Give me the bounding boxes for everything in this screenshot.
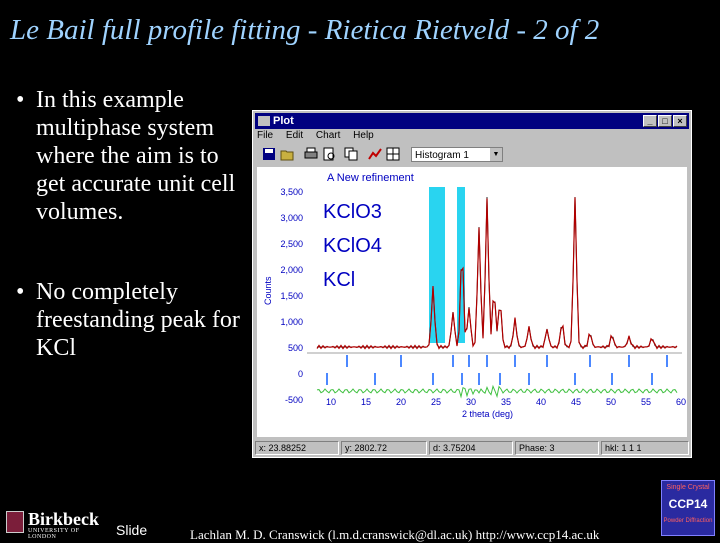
highlight-band bbox=[457, 187, 465, 343]
logo-name: Birkbeck bbox=[28, 509, 100, 529]
menu-edit[interactable]: Edit bbox=[285, 130, 304, 141]
menu-help[interactable]: Help bbox=[353, 130, 374, 141]
x-axis-label: 2 theta (deg) bbox=[462, 409, 513, 419]
x-tick-label: 35 bbox=[501, 397, 511, 407]
menu-file[interactable]: File bbox=[257, 130, 274, 141]
slide-title: Le Bail full profile fitting - Rietica R… bbox=[10, 14, 600, 46]
bullet-list: • In this example multiphase system wher… bbox=[14, 86, 246, 362]
x-tick-label: 45 bbox=[571, 397, 581, 407]
open-icon[interactable] bbox=[279, 147, 295, 163]
status-d: d: 3.75204 bbox=[429, 441, 513, 455]
chevron-down-icon[interactable]: ▼ bbox=[490, 148, 502, 161]
refinement-label: A New refinement bbox=[327, 172, 414, 184]
x-tick-label: 15 bbox=[361, 397, 371, 407]
y-tick-label: 2,500 bbox=[280, 239, 303, 249]
save-icon[interactable] bbox=[261, 147, 277, 163]
status-x: x: 23.88252 bbox=[255, 441, 339, 455]
footer-credit: Lachlan M. D. Cranswick (l.m.d.cranswick… bbox=[190, 527, 600, 542]
birkbeck-logo: Birkbeck UNIVERSITY OF LONDON bbox=[6, 509, 106, 540]
y-tick-label: 3,000 bbox=[280, 213, 303, 223]
bullet-glyph: • bbox=[16, 87, 25, 113]
badge-main: CCP14 bbox=[668, 497, 708, 511]
grid-icon[interactable] bbox=[385, 147, 401, 163]
minimize-button[interactable]: _ bbox=[643, 115, 657, 127]
observed-curve bbox=[316, 197, 678, 350]
window-titlebar[interactable]: Plot _ □ × bbox=[255, 113, 689, 129]
slide-label: Slide bbox=[116, 522, 148, 538]
highlight-band bbox=[429, 187, 445, 343]
logo-subtitle: UNIVERSITY OF LONDON bbox=[28, 528, 80, 540]
window-controls: _ □ × bbox=[642, 115, 687, 131]
histogram-select[interactable]: Histogram 1 ▼ bbox=[411, 147, 503, 162]
badge-top: Single Crystal bbox=[666, 484, 710, 491]
y-axis-ticks: 3,500 3,000 2,500 2,000 1,500 1,000 500 0 -500 bbox=[280, 187, 303, 405]
status-phase: Phase: 3 bbox=[515, 441, 599, 455]
x-tick-label: 55 bbox=[641, 397, 651, 407]
y-tick-label: 3,500 bbox=[280, 187, 303, 197]
bullet-text: In this example multiphase system where … bbox=[36, 87, 236, 225]
menu-chart[interactable]: Chart bbox=[315, 130, 341, 141]
bullet-glyph: • bbox=[16, 279, 25, 305]
x-axis-ticks: 10 15 20 25 30 35 40 45 50 55 60 bbox=[326, 397, 686, 407]
bullet-item: • In this example multiphase system wher… bbox=[14, 86, 246, 226]
y-axis-label: Counts bbox=[263, 276, 273, 305]
x-tick-label: 30 bbox=[466, 397, 476, 407]
x-tick-label: 10 bbox=[326, 397, 336, 407]
plot-canvas: 3,500 3,000 2,500 2,000 1,500 1,000 500 0 -500 1… bbox=[263, 172, 686, 419]
status-y: y: 2802.72 bbox=[341, 441, 427, 455]
phase-label-kcl: KCl bbox=[323, 269, 355, 291]
menu-bar: File Edit Chart Help bbox=[257, 130, 384, 144]
plot-window: Plot _ □ × File Edit Chart Help Histogram … bbox=[252, 110, 692, 458]
maximize-button[interactable]: □ bbox=[658, 115, 672, 127]
ccp14-badge: Single Crystal CCP14 Powder Diffraction bbox=[661, 480, 715, 536]
status-bar: x: 23.88252 y: 2802.72 d: 3.75204 Phase:… bbox=[255, 441, 689, 455]
y-tick-label: 1,500 bbox=[280, 291, 303, 301]
close-button[interactable]: × bbox=[673, 115, 687, 127]
status-hkl: hkl: 1 1 1 bbox=[601, 441, 689, 455]
copy-icon[interactable] bbox=[343, 147, 359, 163]
x-tick-label: 50 bbox=[606, 397, 616, 407]
x-tick-label: 60 bbox=[676, 397, 686, 407]
y-tick-label: 0 bbox=[298, 369, 303, 379]
y-tick-label: 1,000 bbox=[280, 317, 303, 327]
badge-bottom: Powder Diffraction bbox=[663, 518, 713, 524]
phase-label-kclo4: KClO4 bbox=[323, 235, 382, 257]
phase-label-kclo3: KClO3 bbox=[323, 201, 382, 223]
y-tick-label: 2,000 bbox=[280, 265, 303, 275]
bullet-item: • No completely freestanding peak for KC… bbox=[14, 278, 246, 362]
reflection-markers bbox=[326, 355, 668, 385]
histogram-select-value: Histogram 1 bbox=[415, 150, 469, 161]
x-tick-label: 40 bbox=[536, 397, 546, 407]
bullet-text: No completely freestanding peak for KCl bbox=[36, 279, 240, 361]
difference-curve bbox=[316, 384, 678, 399]
print-icon[interactable] bbox=[303, 147, 319, 163]
app-icon bbox=[258, 116, 270, 126]
y-tick-label: 500 bbox=[288, 343, 303, 353]
toolbar: Histogram 1 ▼ bbox=[257, 145, 687, 165]
window-title: Plot bbox=[273, 115, 294, 127]
x-tick-label: 20 bbox=[396, 397, 406, 407]
chart-icon[interactable] bbox=[367, 147, 383, 163]
plot-area[interactable]: 3,500 3,000 2,500 2,000 1,500 1,000 500 0 -500 1… bbox=[257, 167, 687, 437]
x-tick-label: 25 bbox=[431, 397, 441, 407]
y-tick-label: -500 bbox=[285, 395, 303, 405]
crest-icon bbox=[6, 511, 24, 533]
preview-icon[interactable] bbox=[321, 147, 337, 163]
